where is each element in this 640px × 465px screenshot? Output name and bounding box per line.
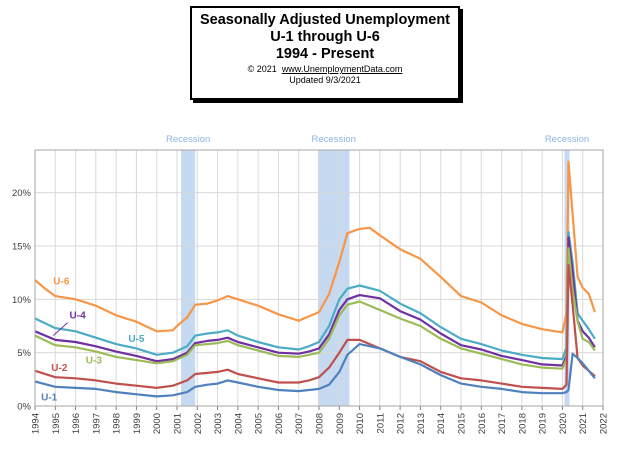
series-lines bbox=[34, 160, 596, 398]
axes: 0% 5% 10% 15% 20% 1994 1995 1996 1997 1998 1999 200… bbox=[12, 149, 610, 434]
y-tick-label: 20% bbox=[12, 188, 32, 199]
x-tick-label: 2015 bbox=[457, 413, 468, 434]
x-tick-label: 2022 bbox=[599, 413, 610, 434]
series-line-u-3 bbox=[34, 247, 596, 370]
series-labels: U-6 U-5 U-4 U-3 U-2 U-1 bbox=[41, 276, 145, 403]
x-tick-label: 2007 bbox=[294, 413, 305, 434]
x-tick-label: 2000 bbox=[152, 413, 163, 434]
u4-label-arrow bbox=[52, 322, 68, 336]
x-tick-label: 2005 bbox=[254, 413, 265, 434]
series-line-u-6 bbox=[34, 160, 596, 334]
series-label-u-4: U-4 bbox=[70, 311, 87, 322]
x-tick-label: 2014 bbox=[436, 413, 447, 434]
recession-band-0 bbox=[181, 150, 196, 406]
y-tick-label: 5% bbox=[17, 348, 31, 359]
series-label-u-5: U-5 bbox=[128, 334, 145, 345]
x-tick-label: 2010 bbox=[355, 413, 366, 434]
x-tick-label: 2021 bbox=[578, 413, 589, 434]
x-tick-label: 1999 bbox=[132, 413, 143, 434]
x-tick-label: 2016 bbox=[477, 413, 488, 434]
series-label-u-3: U-3 bbox=[86, 355, 103, 366]
copyright-text: © 2021 bbox=[247, 64, 277, 74]
series-line-u-1 bbox=[34, 343, 596, 398]
x-tick-label: 1996 bbox=[71, 413, 82, 434]
chart-title-box: Seasonally Adjusted Unemployment U-1 thr… bbox=[190, 6, 460, 100]
x-tick-label: 1994 bbox=[31, 413, 42, 434]
chart-title-line-1: Seasonally Adjusted Unemployment bbox=[199, 12, 451, 28]
series-line-u-2 bbox=[34, 264, 596, 390]
x-tick-label: 2019 bbox=[538, 413, 549, 434]
series-line-u-4 bbox=[34, 236, 596, 367]
x-tick-label: 2003 bbox=[213, 413, 224, 434]
x-tick-label: 1997 bbox=[91, 413, 102, 434]
x-tick-label: 2020 bbox=[558, 413, 569, 434]
x-tick-label: 2008 bbox=[315, 413, 326, 434]
x-tick-label: 1998 bbox=[112, 413, 123, 434]
site-link[interactable]: www.UnemploymentData.com bbox=[281, 64, 403, 74]
x-tick-label: 2013 bbox=[416, 413, 427, 434]
x-tick-label: 2009 bbox=[335, 413, 346, 434]
chart-title-line-3: 1994 - Present bbox=[275, 46, 375, 62]
series-label-u-2: U-2 bbox=[51, 363, 68, 374]
grid-lines bbox=[34, 150, 604, 407]
x-tick-label: 2004 bbox=[233, 413, 244, 434]
plot-frame bbox=[34, 149, 604, 407]
y-tick-label: 0% bbox=[17, 402, 31, 413]
copyright-line: © 2021 www.UnemploymentData.com bbox=[192, 64, 458, 75]
recession-label-1: Recession bbox=[312, 134, 356, 145]
y-tick-label: 15% bbox=[12, 242, 32, 253]
x-tick-label: 2012 bbox=[396, 413, 407, 434]
series-line-u-5 bbox=[34, 231, 596, 361]
recession-label-0: Recession bbox=[166, 134, 210, 145]
updated-text: Updated 9/3/2021 bbox=[289, 75, 361, 85]
x-tick-label: 2017 bbox=[497, 413, 508, 434]
x-tick-label: 2001 bbox=[173, 413, 184, 434]
chart-title-line-2: U-1 through U-6 bbox=[270, 29, 380, 45]
x-tick-label: 2006 bbox=[274, 413, 285, 434]
x-tick-label: 1995 bbox=[51, 413, 62, 434]
x-tick-label: 2002 bbox=[193, 413, 204, 434]
recession-label-2: Recession bbox=[545, 134, 589, 145]
y-tick-label: 10% bbox=[12, 295, 32, 306]
series-label-u-6: U-6 bbox=[53, 276, 70, 287]
x-tick-label: 2011 bbox=[375, 413, 386, 433]
series-label-u-1: U-1 bbox=[41, 393, 58, 404]
x-tick-label: 2018 bbox=[517, 413, 528, 434]
